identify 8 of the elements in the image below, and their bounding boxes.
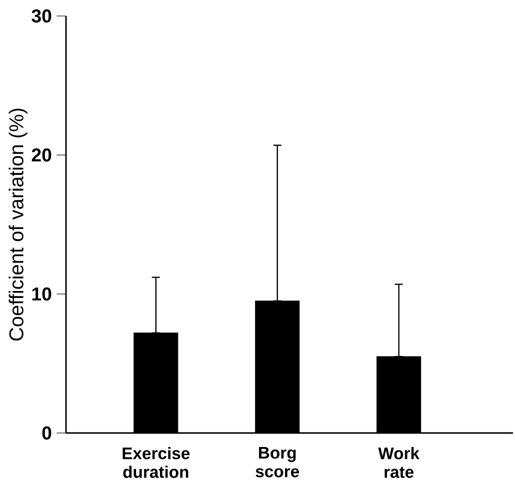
y-axis-title: Coefficient of variation (%) (8, 108, 28, 341)
y-tick-label: 20 (32, 148, 52, 162)
x-tick-label: Borg score (256, 447, 300, 478)
x-tick-label: Work rate (378, 447, 420, 478)
x-tick-label: Exercise duration (122, 447, 190, 478)
y-tick-label: 0 (42, 426, 52, 440)
y-tick-label: 10 (32, 287, 52, 301)
y-tick-label: 30 (32, 9, 52, 23)
